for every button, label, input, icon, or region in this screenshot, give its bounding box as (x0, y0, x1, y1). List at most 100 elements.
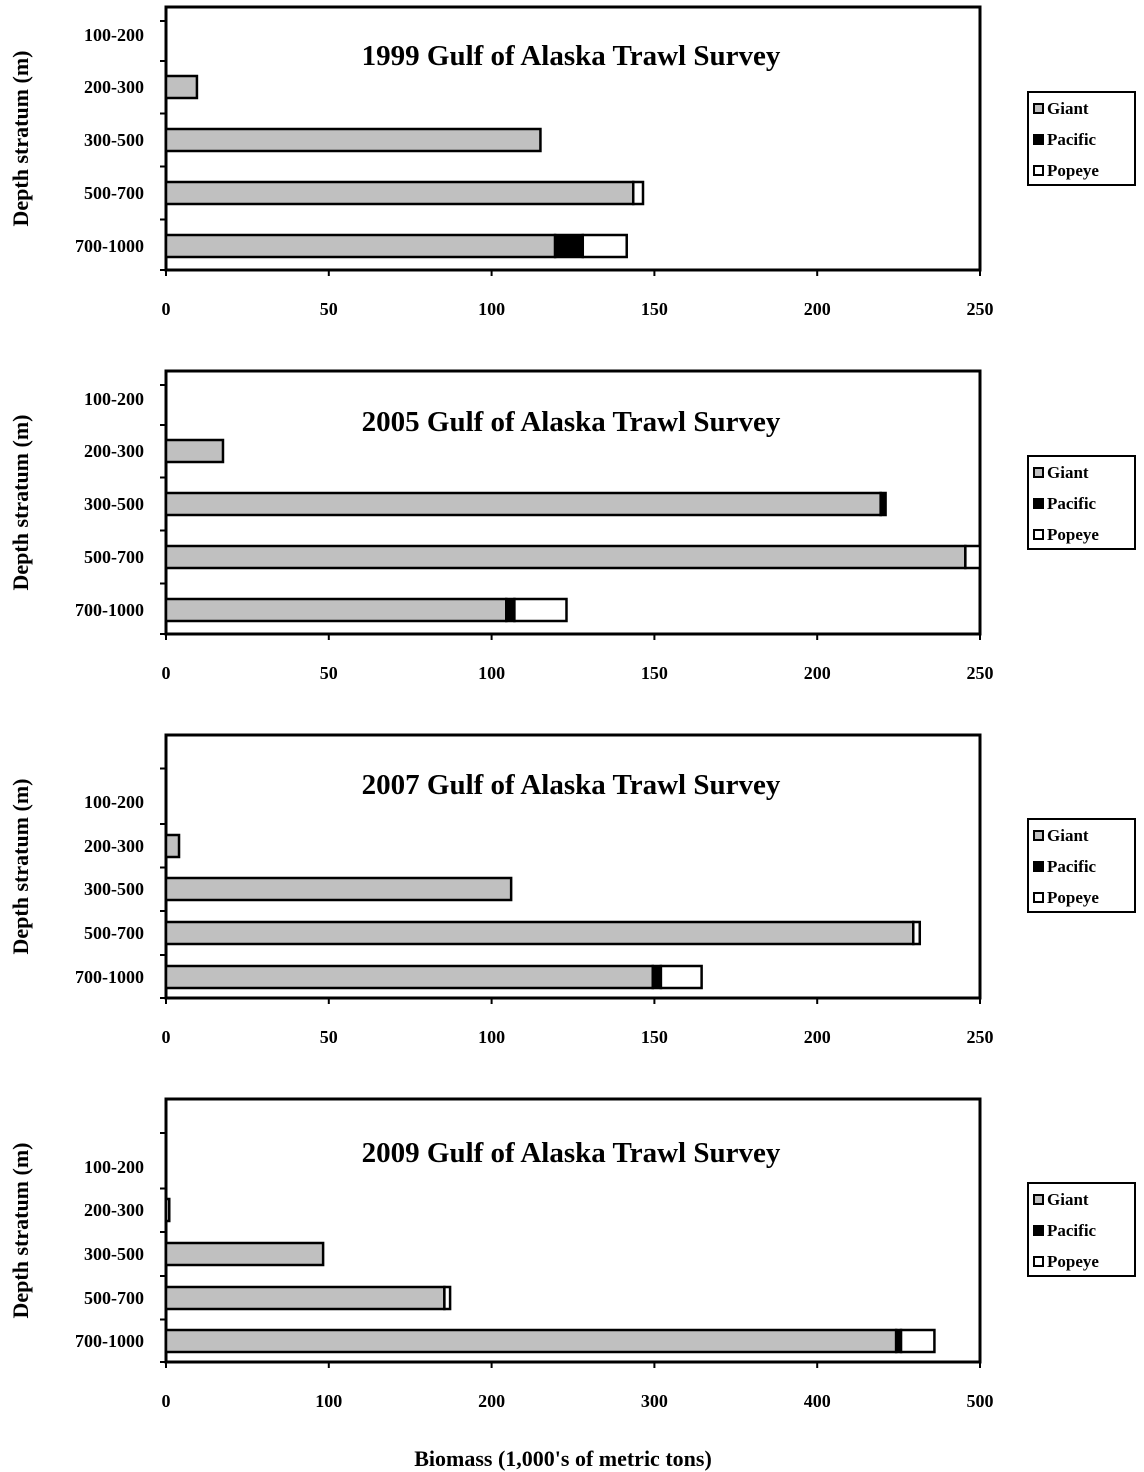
x-tick-label: 200 (804, 663, 831, 683)
category-label: 500-700 (84, 183, 144, 203)
bar-giant (164, 1197, 171, 1223)
legend: Giant Pacific Popeye (1027, 818, 1136, 913)
y-axis-label: Depth stratum (m) (8, 779, 33, 955)
legend-label-pacific: Pacific (1047, 494, 1097, 513)
bar-giant (164, 833, 181, 859)
x-tick-label: 50 (320, 663, 338, 683)
x-tick-label: 200 (804, 1027, 831, 1047)
legend-swatch-giant (1033, 467, 1044, 478)
bar-popeye (631, 180, 645, 206)
legend-swatch-giant (1033, 830, 1044, 841)
chart-panel-2: 2005 Gulf of Alaska Trawl Survey Depth st… (8, 369, 1136, 683)
legend-box (1027, 91, 1136, 186)
legend-swatch-popeye (1033, 165, 1044, 176)
y-axis-label: Depth stratum (m) (8, 1143, 33, 1319)
legend-label-giant: Giant (1047, 463, 1089, 482)
legend-label-giant: Giant (1047, 1190, 1089, 1209)
bar-popeye (513, 597, 568, 623)
y-axis-label: Depth stratum (m) (8, 415, 33, 591)
y-axis-label: Depth stratum (m) (8, 51, 33, 227)
x-tick-label: 250 (967, 299, 994, 319)
bar-giant (164, 127, 542, 153)
chart-panel-3: 2007 Gulf of Alaska Trawl Survey Depth st… (8, 733, 1136, 1047)
category-label: 300-500 (84, 494, 144, 514)
legend-swatch-pacific (1033, 498, 1044, 509)
bar-popeye (899, 1328, 936, 1354)
bar-popeye (581, 233, 628, 259)
bar-giant (164, 597, 508, 623)
x-tick-label: 150 (641, 1027, 668, 1047)
chart-title: 2005 Gulf of Alaska Trawl Survey (362, 406, 781, 438)
bar-giant (164, 1328, 898, 1354)
chart-title: 2007 Gulf of Alaska Trawl Survey (362, 769, 781, 801)
bar-giant (164, 491, 882, 517)
x-tick-label: 200 (478, 1391, 505, 1411)
legend-label-pacific: Pacific (1047, 130, 1097, 149)
bar-pacific (553, 233, 585, 259)
category-label: 700-1000 (75, 967, 144, 987)
x-tick-label: 0 (162, 1027, 171, 1047)
legend-swatch-popeye (1033, 1256, 1044, 1267)
bar-giant (164, 438, 225, 464)
x-tick-label: 200 (804, 299, 831, 319)
legend-label-pacific: Pacific (1047, 1221, 1097, 1240)
category-label: 700-1000 (75, 236, 144, 256)
bar-giant (164, 876, 513, 902)
x-tick-label: 250 (967, 663, 994, 683)
legend-box (1027, 1182, 1136, 1277)
chart-panel-4: 2009 Gulf of Alaska Trawl Survey Depth st… (8, 1097, 1136, 1411)
bar-giant (164, 544, 967, 570)
legend-label-pacific: Pacific (1047, 857, 1097, 876)
x-tick-label: 150 (641, 299, 668, 319)
category-label: 300-500 (84, 1244, 144, 1264)
category-label: 700-1000 (75, 1331, 144, 1351)
category-label: 100-200 (84, 1157, 144, 1177)
x-tick-label: 500 (967, 1391, 994, 1411)
x-tick-label: 100 (478, 299, 505, 319)
x-tick-label: 400 (804, 1391, 831, 1411)
bar-popeye (912, 920, 922, 946)
category-label: 100-200 (84, 792, 144, 812)
legend: Giant Pacific Popeye (1027, 455, 1136, 550)
legend-label-popeye: Popeye (1047, 1252, 1099, 1271)
x-tick-label: 100 (478, 1027, 505, 1047)
category-label: 100-200 (84, 389, 144, 409)
plot-area (164, 1097, 982, 1364)
x-tick-label: 50 (320, 299, 338, 319)
legend-swatch-giant (1033, 1194, 1044, 1205)
category-label: 700-1000 (75, 600, 144, 620)
category-label: 500-700 (84, 1288, 144, 1308)
bar-pacific (879, 491, 887, 517)
bar-giant (164, 233, 557, 259)
legend-swatch-giant (1033, 103, 1044, 114)
x-tick-label: 150 (641, 663, 668, 683)
legend-swatch-pacific (1033, 1225, 1044, 1236)
x-tick-label: 0 (162, 1391, 171, 1411)
category-label: 200-300 (84, 441, 144, 461)
x-tick-label: 100 (478, 663, 505, 683)
x-tick-label: 50 (320, 1027, 338, 1047)
bar-giant (164, 1285, 446, 1311)
category-label: 500-700 (84, 547, 144, 567)
legend: Giant Pacific Popeye (1027, 91, 1136, 186)
bar-giant (164, 964, 655, 990)
bar-giant (164, 920, 915, 946)
legend-label-giant: Giant (1047, 826, 1089, 845)
legend-swatch-pacific (1033, 861, 1044, 872)
category-label: 200-300 (84, 77, 144, 97)
legend-label-popeye: Popeye (1047, 161, 1099, 180)
bar-giant (164, 74, 199, 100)
plot-area (164, 733, 982, 1000)
legend-swatch-popeye (1033, 892, 1044, 903)
category-label: 500-700 (84, 923, 144, 943)
category-label: 100-200 (84, 25, 144, 45)
bar-popeye (443, 1285, 452, 1311)
legend-label-popeye: Popeye (1047, 525, 1099, 544)
legend-box (1027, 455, 1136, 550)
bar-giant (164, 1241, 325, 1267)
legend: Giant Pacific Popeye (1027, 1182, 1136, 1277)
chart-title: 1999 Gulf of Alaska Trawl Survey (362, 40, 781, 72)
category-label: 300-500 (84, 130, 144, 150)
legend-swatch-popeye (1033, 529, 1044, 540)
